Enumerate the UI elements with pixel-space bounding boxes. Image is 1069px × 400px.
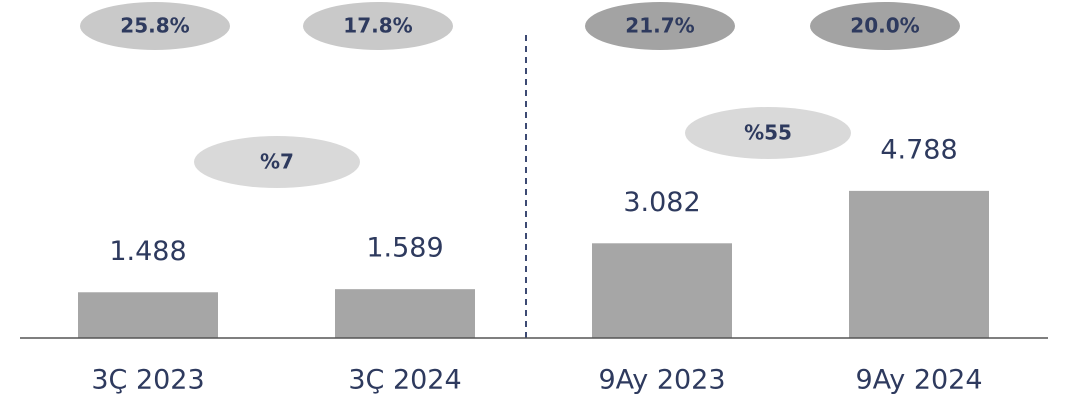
growth-pill: [194, 136, 360, 188]
margin-label: 21.7%: [625, 14, 694, 38]
growth-label: %55: [744, 121, 792, 145]
bar: [849, 190, 989, 338]
value-label: 1.589: [366, 233, 443, 264]
margin-pill: [810, 2, 960, 50]
bar: [78, 292, 218, 338]
growth-pill: [685, 107, 851, 159]
growth-label: %7: [260, 150, 294, 174]
margin-pill: [303, 2, 453, 50]
x-tick-label: 9Ay 2024: [855, 365, 982, 396]
margin-pill: [80, 2, 230, 50]
bar: [335, 289, 475, 338]
margin-pill: [585, 2, 735, 50]
margin-label: 25.8%: [120, 14, 189, 38]
value-label: 3.082: [623, 187, 700, 218]
x-tick-label: 9Ay 2023: [598, 365, 725, 396]
x-tick-label: 3Ç 2023: [91, 365, 204, 396]
x-tick-label: 3Ç 2024: [348, 365, 461, 396]
value-label: 1.488: [109, 236, 186, 267]
margin-label: 20.0%: [850, 14, 919, 38]
margin-label: 17.8%: [343, 14, 412, 38]
bar: [592, 243, 732, 338]
value-label: 4.788: [880, 134, 957, 165]
